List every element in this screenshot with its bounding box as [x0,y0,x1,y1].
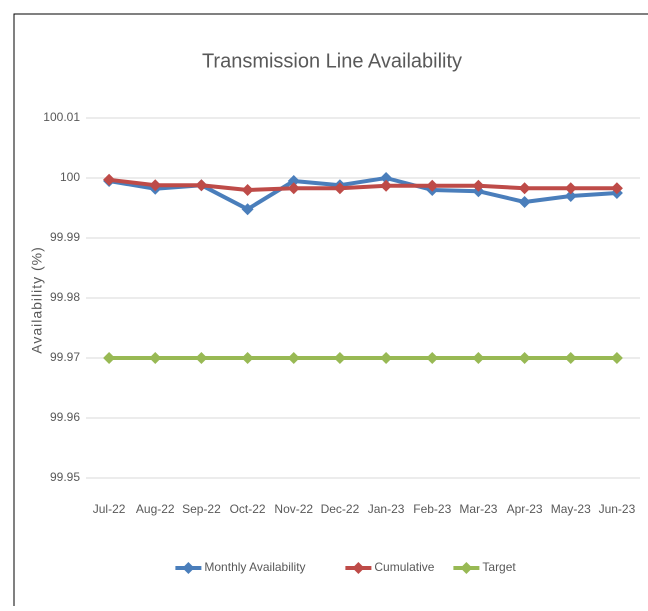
x-tick-label: Jan-23 [368,502,405,516]
data-point [287,182,300,195]
y-tick-label: 99.96 [50,410,80,424]
y-tick-label: 99.98 [50,290,80,304]
legend-marker [182,562,195,574]
x-tick-label: Nov-22 [274,502,313,516]
x-tick-label: Dec-22 [321,502,360,516]
y-tick-label: 99.99 [50,230,80,244]
data-point [241,184,254,196]
data-point [518,182,531,195]
x-tick-label: Apr-23 [507,502,543,516]
data-point [333,352,346,364]
data-point [610,352,623,364]
data-point [287,175,300,187]
data-point [610,182,623,195]
data-point [564,190,577,202]
x-tick-label: Feb-23 [413,502,451,516]
data-point [426,352,439,364]
data-point [472,179,485,192]
legend-label: Target [482,560,516,574]
data-point [518,196,531,208]
chart-frame [13,13,648,611]
x-tick-label: Jul-22 [93,502,126,516]
data-point [149,352,162,364]
chart-title: Transmission Line Availability [202,50,462,72]
data-point [333,182,346,195]
x-tick-label: Mar-23 [459,502,497,516]
data-point [472,352,485,364]
data-point [241,203,254,216]
x-tick-label: May-23 [551,502,591,516]
y-tick-label: 99.95 [50,470,80,484]
data-point [241,352,254,364]
y-axis-label: Availability (%) [29,246,45,354]
legend-marker [352,562,365,574]
data-point [195,179,208,192]
data-point [564,182,577,195]
data-point [149,179,162,192]
data-point [380,179,393,192]
x-tick-label: Sep-22 [182,502,221,516]
legend-label: Cumulative [374,560,434,574]
data-point [380,172,393,184]
x-tick-label: Aug-22 [136,502,175,516]
data-point [518,352,531,364]
y-tick-label: 99.97 [50,350,80,364]
data-point [195,352,208,364]
legend-marker [460,562,473,574]
y-tick-label: 100.01 [43,110,80,124]
data-point [426,179,439,192]
data-point [380,352,393,364]
x-tick-label: Oct-22 [230,502,266,516]
series-line [108,177,617,192]
data-point [564,352,577,364]
data-point [103,352,116,364]
x-tick-label: Jun-23 [599,502,636,516]
legend-label: Monthly Availability [204,560,305,574]
data-point [287,352,300,364]
y-tick-label: 100 [60,170,80,184]
data-point [103,173,116,186]
